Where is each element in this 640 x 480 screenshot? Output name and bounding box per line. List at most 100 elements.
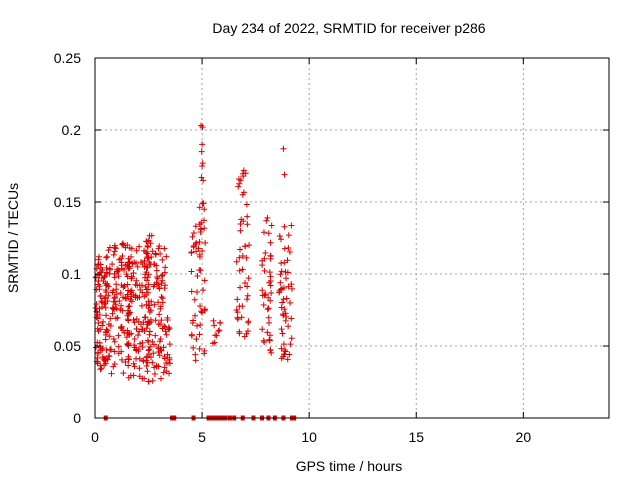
data-point: [210, 317, 217, 324]
data-point: [102, 294, 109, 301]
y-tick-label: 0.25: [54, 50, 81, 66]
data-point: [195, 245, 202, 252]
data-point: [246, 242, 253, 249]
data-point: [115, 273, 122, 280]
data-point: [161, 285, 168, 292]
data-point: [233, 258, 240, 265]
data-point: [137, 321, 144, 328]
data-point: [119, 327, 126, 334]
data-point: [188, 332, 195, 339]
data-point: [280, 341, 287, 348]
data-point: [280, 145, 287, 152]
data-point: [107, 346, 114, 353]
data-point: [152, 317, 159, 324]
data-point: [279, 330, 286, 337]
data-point: [278, 285, 285, 292]
data-point: [129, 260, 136, 267]
data-point: [262, 291, 269, 298]
data-point: [128, 287, 135, 294]
data-point: [161, 323, 168, 330]
data-point: [166, 370, 173, 377]
data-point: [217, 319, 224, 326]
data-point: [137, 259, 144, 266]
axis-ticks: [94, 57, 609, 419]
data-point: [165, 324, 172, 331]
data-point: [267, 282, 274, 289]
data-point: [244, 328, 251, 335]
data-point: [149, 248, 156, 255]
data-point: [196, 331, 203, 338]
data-point: [188, 268, 195, 275]
data-point: [100, 278, 107, 285]
data-point: [156, 338, 163, 345]
data-point: [198, 148, 205, 155]
data-point: [153, 362, 160, 369]
data-point: [259, 257, 266, 264]
data-point: [108, 370, 115, 377]
data-point: [95, 349, 102, 356]
data-point: [243, 330, 250, 337]
data-point: [201, 347, 208, 354]
data-point: [282, 348, 289, 355]
data-point: [244, 296, 251, 303]
data-point: [136, 243, 143, 250]
data-point: [236, 267, 243, 274]
data-point: [124, 242, 131, 249]
data-point: [201, 225, 208, 232]
data-point: [237, 284, 244, 291]
data-point: [125, 353, 132, 360]
data-point: [97, 292, 104, 299]
data-point: [199, 160, 206, 167]
x-tick-label: 5: [198, 429, 206, 445]
data-point: [133, 260, 140, 267]
data-point: [284, 257, 291, 264]
data-point: [281, 223, 288, 230]
data-point: [265, 314, 272, 321]
data-point: [278, 236, 285, 243]
data-point: [144, 359, 151, 366]
data-point: [280, 296, 287, 303]
data-point: [99, 322, 106, 329]
data-point: [113, 291, 120, 298]
data-point: [126, 302, 133, 309]
data-point: [142, 314, 149, 321]
data-point: [199, 247, 206, 254]
data-point: [189, 233, 196, 240]
data-point: [287, 341, 294, 348]
data-point: [155, 245, 162, 252]
data-point: [244, 213, 251, 220]
data-point: [147, 261, 154, 268]
data-point: [117, 306, 124, 313]
data-point: [277, 286, 284, 293]
data-point: [245, 318, 252, 325]
data-point: [134, 282, 141, 289]
data-point: [99, 345, 106, 352]
data-point: [281, 245, 288, 252]
data-point: [278, 268, 285, 275]
data-point: [134, 263, 141, 270]
data-point: [103, 329, 110, 336]
data-point: [161, 364, 168, 371]
data-point: [103, 269, 110, 276]
data-point: [139, 339, 146, 346]
data-point: [237, 177, 244, 184]
x-tick-label: 15: [408, 429, 424, 445]
data-point: [265, 305, 272, 312]
data-point: [260, 301, 267, 308]
data-point: [143, 325, 150, 332]
data-point: [244, 283, 251, 290]
data-point: [285, 245, 292, 252]
data-point: [131, 363, 138, 370]
data-point: [192, 351, 199, 358]
data-point: [264, 214, 271, 221]
data-point: [267, 239, 274, 246]
data-point: [140, 358, 147, 365]
data-point: [156, 285, 163, 292]
data-point: [102, 287, 109, 294]
data-point: [133, 346, 140, 353]
data-point: [159, 256, 166, 263]
data-point: [125, 317, 132, 324]
data-point: [111, 270, 118, 277]
data-point: [150, 350, 157, 357]
